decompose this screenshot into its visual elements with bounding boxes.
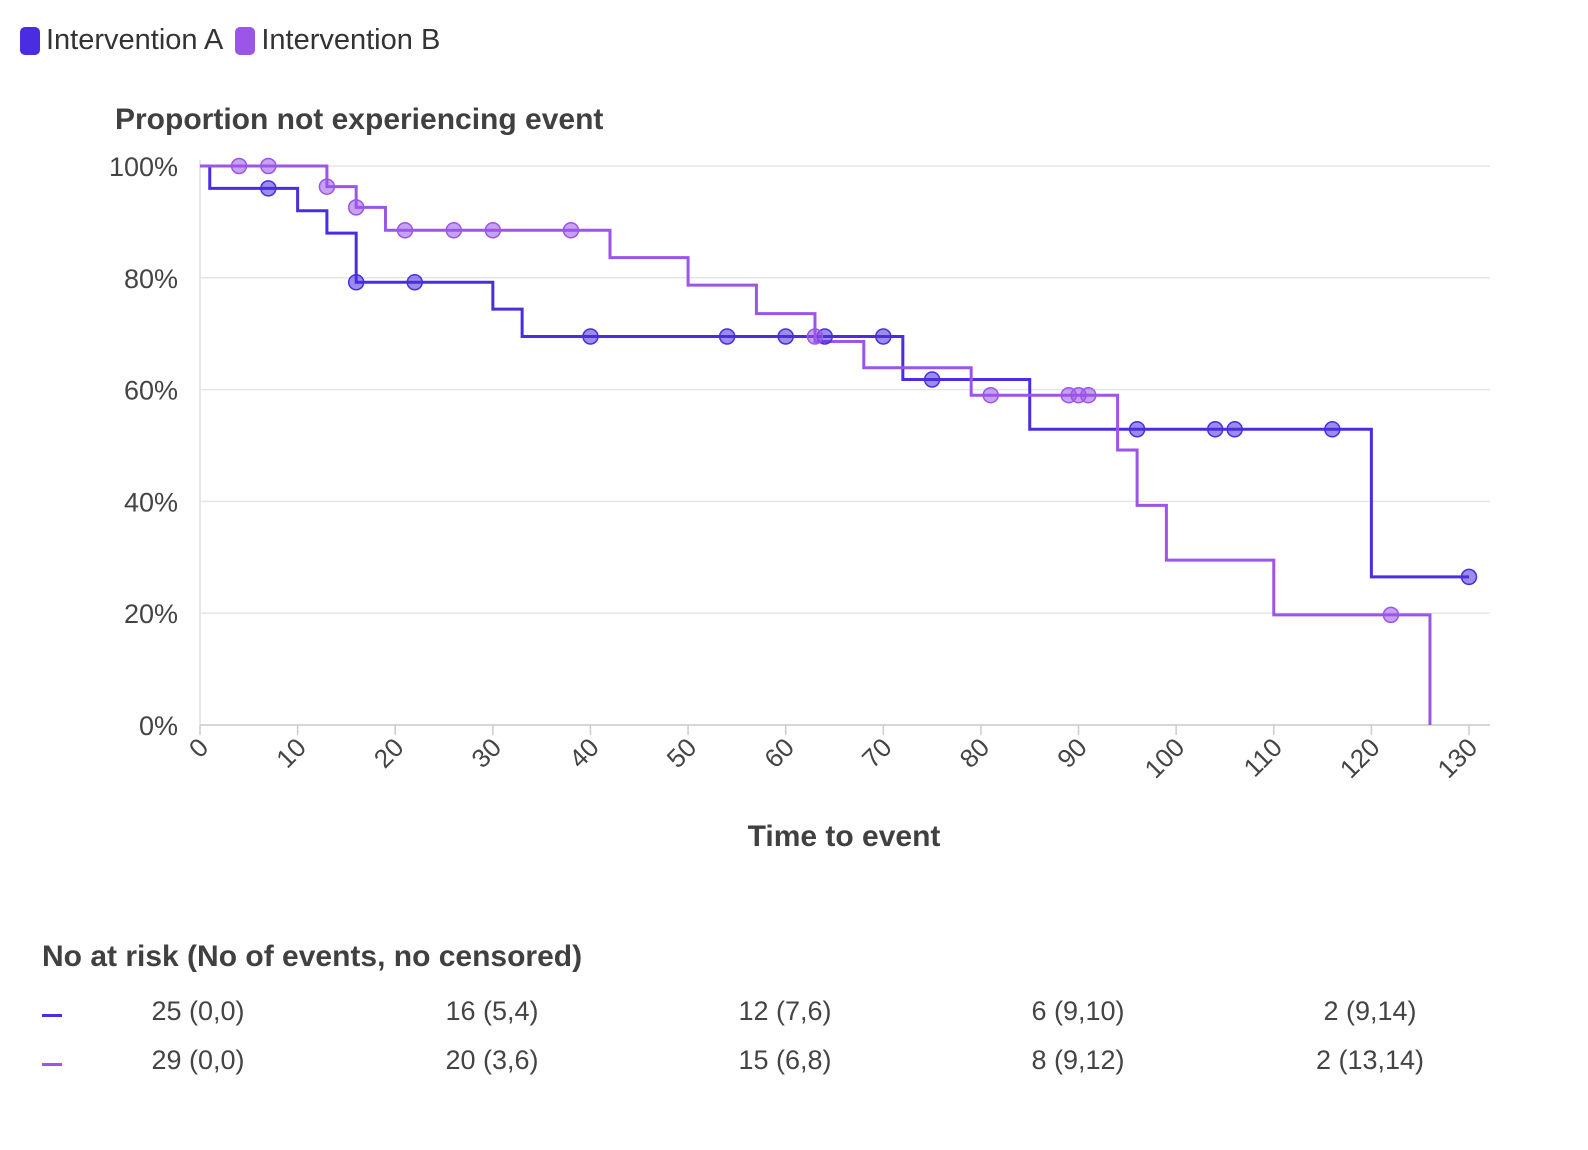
legend-swatch-a	[20, 26, 40, 55]
censor-point-a[interactable]	[260, 180, 277, 197]
y-tick-label: 60%	[124, 376, 178, 406]
y-tick-label: 100%	[109, 152, 178, 182]
risk-cell: 25 (0,0)	[151, 996, 245, 1026]
risk-cell: 8 (9,12)	[1031, 1045, 1125, 1075]
x-tick-label: 0	[183, 732, 214, 763]
chart-legend: Intervention A Intervention B	[20, 24, 452, 57]
legend-item-intervention-a[interactable]: Intervention A	[20, 24, 223, 57]
x-tick-label: 130	[1431, 732, 1483, 784]
risk-cell: 20 (3,6)	[445, 1045, 539, 1075]
series-line-b	[200, 164, 1432, 725]
risk-row-line-marker	[42, 1014, 62, 1017]
censor-point-a[interactable]	[875, 328, 892, 345]
survival-chart: Proportion not experiencing event 0% 20% 4…	[109, 103, 1490, 853]
series-line-a	[200, 164, 1469, 579]
x-axis: 0 10 20 30 40 50 60 70 80 90 100 110 120 130	[183, 724, 1490, 784]
censor-marks	[230, 157, 1478, 624]
x-tick-label: 70	[856, 732, 898, 774]
censor-point-a[interactable]	[347, 274, 365, 291]
chart-title: Proportion not experiencing event	[115, 103, 603, 136]
censor-point-a[interactable]	[406, 274, 424, 291]
censor-point-b[interactable]	[806, 328, 824, 345]
x-tick-label: 10	[270, 732, 312, 774]
legend-label-b: Intervention B	[261, 24, 441, 56]
x-tick-label: 40	[563, 732, 605, 774]
censor-point-b[interactable]	[396, 222, 414, 239]
censor-point-a[interactable]	[777, 328, 794, 345]
legend-label-a: Intervention A	[46, 24, 224, 56]
x-tick-label: 100	[1139, 732, 1191, 784]
y-tick-label: 0%	[139, 711, 178, 741]
censor-point-b[interactable]	[230, 157, 248, 175]
chart-series	[200, 164, 1469, 725]
legend-swatch-b	[235, 26, 256, 55]
censor-point-b[interactable]	[445, 222, 463, 239]
x-tick-label: 110	[1237, 732, 1288, 783]
y-tick-label: 40%	[124, 487, 178, 517]
y-tick-label: 80%	[124, 264, 178, 294]
risk-cell: 29 (0,0)	[151, 1045, 245, 1075]
legend-item-intervention-b[interactable]: Intervention B	[235, 24, 440, 57]
x-tick-label: 60	[758, 732, 800, 774]
x-tick-label: 50	[661, 732, 703, 774]
censor-point-b[interactable]	[1080, 386, 1097, 404]
censor-point-a[interactable]	[1226, 421, 1243, 438]
censor-point-a[interactable]	[923, 371, 941, 388]
risk-row-a: 25 (0,0) 16 (5,4) 12 (7,6) 6 (9,10) 2 (9,14)	[0, 996, 1588, 1036]
risk-cell: 16 (5,4)	[445, 996, 539, 1026]
risk-cell: 12 (7,6)	[738, 996, 832, 1026]
x-tick-label: 120	[1334, 732, 1386, 784]
x-axis-label: Time to event	[748, 820, 941, 853]
censor-point-a[interactable]	[582, 328, 599, 345]
chart-grid	[200, 165, 1490, 726]
x-tick-label: 80	[954, 732, 996, 774]
x-tick-label: 20	[368, 732, 410, 774]
censor-point-b[interactable]	[562, 222, 580, 239]
censor-point-a[interactable]	[1324, 421, 1341, 438]
risk-cell: 2 (13,14)	[1315, 1045, 1425, 1075]
censor-point-b[interactable]	[484, 222, 502, 239]
risk-cell: 15 (6,8)	[738, 1045, 832, 1075]
censor-point-a[interactable]	[718, 328, 736, 345]
censor-point-a[interactable]	[1206, 421, 1224, 438]
censor-point-b[interactable]	[982, 386, 999, 404]
censor-point-b[interactable]	[260, 157, 277, 175]
risk-row-b: 29 (0,0) 20 (3,6) 15 (6,8) 8 (9,12) 2 (13,14…	[0, 1045, 1588, 1085]
y-axis: 0% 20% 40% 60% 80% 100%	[109, 152, 201, 741]
x-tick-label: 90	[1051, 732, 1093, 774]
censor-point-b[interactable]	[1382, 606, 1400, 624]
censor-point-a[interactable]	[1460, 568, 1478, 586]
y-tick-label: 20%	[124, 599, 178, 629]
censor-point-a[interactable]	[1128, 421, 1146, 438]
risk-cell: 2 (9,14)	[1323, 996, 1417, 1026]
risk-table-title: No at risk (No of events, no censored)	[42, 940, 583, 973]
censor-point-b[interactable]	[318, 178, 336, 195]
censor-point-b[interactable]	[347, 199, 365, 216]
risk-row-line-marker	[42, 1063, 62, 1066]
x-tick-label: 30	[465, 732, 507, 774]
risk-cell: 6 (9,10)	[1031, 996, 1125, 1026]
